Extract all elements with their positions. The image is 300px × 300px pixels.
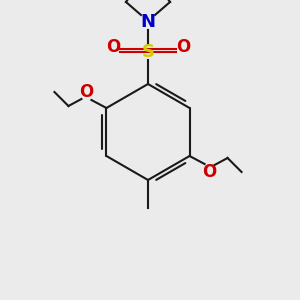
Text: N: N [140, 13, 155, 31]
Text: O: O [79, 83, 94, 101]
Text: O: O [106, 38, 120, 56]
Text: O: O [176, 38, 190, 56]
Text: S: S [142, 43, 154, 61]
Text: O: O [202, 163, 217, 181]
